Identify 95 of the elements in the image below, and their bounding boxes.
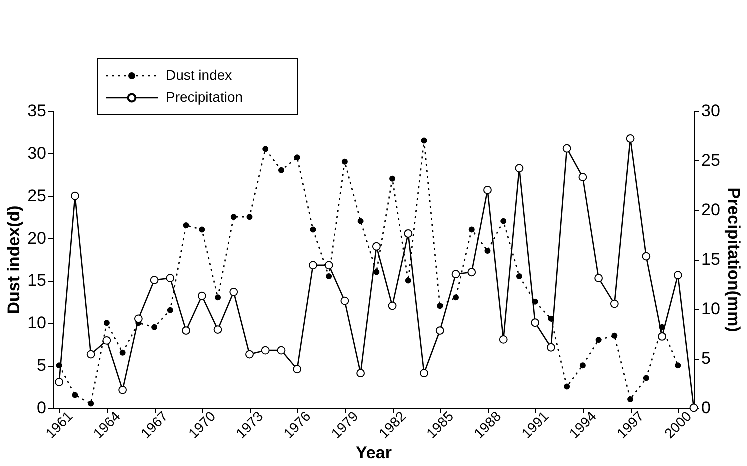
point (675, 362, 682, 369)
point (468, 226, 475, 233)
y2-tick-label: 10 (702, 300, 720, 318)
point (88, 400, 94, 407)
point (152, 324, 158, 330)
point (72, 392, 78, 398)
point (262, 146, 269, 152)
point (468, 268, 476, 277)
point (199, 226, 206, 233)
point (643, 375, 650, 382)
point (531, 318, 540, 328)
point (309, 261, 318, 270)
y2-tick-label: 20 (702, 200, 720, 220)
point (580, 362, 586, 369)
point (500, 218, 507, 224)
point (484, 248, 491, 254)
y-tick-label: 20 (28, 228, 46, 248)
y2-axis-title: Precipitation(mm) (724, 188, 744, 332)
x-axis-title: Year (356, 443, 392, 462)
point (658, 332, 666, 341)
point (546, 343, 556, 352)
point (86, 350, 96, 359)
y-tick-label: 5 (37, 356, 46, 376)
point (436, 326, 444, 335)
point (55, 378, 64, 386)
point (452, 270, 460, 279)
point (642, 252, 651, 261)
point (214, 326, 222, 334)
point (628, 396, 634, 403)
point (626, 134, 635, 143)
y-tick-label: 10 (28, 314, 46, 333)
y-tick-label: 35 (28, 102, 46, 120)
point (118, 386, 128, 394)
point (246, 214, 253, 220)
point (674, 271, 682, 280)
point (293, 365, 302, 374)
point (562, 144, 572, 153)
point (420, 369, 428, 378)
point (596, 337, 602, 344)
point (358, 218, 364, 224)
y-tick-label: 15 (28, 271, 46, 290)
y-tick-label: 0 (37, 398, 46, 418)
point (167, 307, 174, 314)
point (594, 274, 604, 283)
point (405, 278, 412, 284)
point (246, 350, 254, 359)
y2-tick-label: 25 (702, 151, 720, 170)
point (278, 167, 284, 174)
y2-tick-label: 15 (702, 250, 720, 269)
point (390, 176, 396, 182)
point (437, 303, 444, 310)
point (326, 273, 332, 280)
y2-tick-label: 30 (702, 102, 720, 120)
point (277, 346, 286, 355)
point (198, 292, 206, 300)
point (120, 350, 126, 356)
point (230, 288, 238, 296)
point (230, 214, 237, 220)
point (421, 138, 428, 144)
point (372, 242, 381, 251)
point (388, 302, 397, 310)
point (564, 384, 570, 390)
point (342, 158, 348, 165)
point (71, 192, 80, 200)
legend-label: Precipitation (166, 89, 244, 105)
point (340, 296, 350, 306)
point (484, 186, 492, 194)
point (104, 320, 110, 326)
point (102, 336, 112, 345)
point (261, 346, 270, 355)
point (515, 164, 524, 173)
point (499, 335, 508, 344)
point (453, 294, 460, 301)
point (183, 222, 190, 229)
point (516, 273, 522, 280)
point (404, 230, 413, 238)
point (578, 173, 588, 182)
point (356, 369, 366, 378)
y-axis-title: Dust index(d) (4, 206, 24, 314)
y-tick-label: 30 (28, 144, 46, 163)
point (294, 154, 300, 161)
point (166, 274, 175, 283)
point (134, 314, 143, 324)
y2-tick-label: 0 (702, 398, 711, 418)
point (610, 300, 619, 308)
point (215, 294, 222, 301)
point (324, 261, 334, 270)
legend-label: Dust index (166, 67, 232, 83)
point (310, 226, 316, 233)
point (374, 269, 380, 276)
point (150, 276, 159, 284)
point (182, 326, 190, 335)
y-tick-label: 25 (28, 186, 46, 206)
y2-tick-label: 5 (702, 349, 711, 368)
point (612, 332, 618, 339)
